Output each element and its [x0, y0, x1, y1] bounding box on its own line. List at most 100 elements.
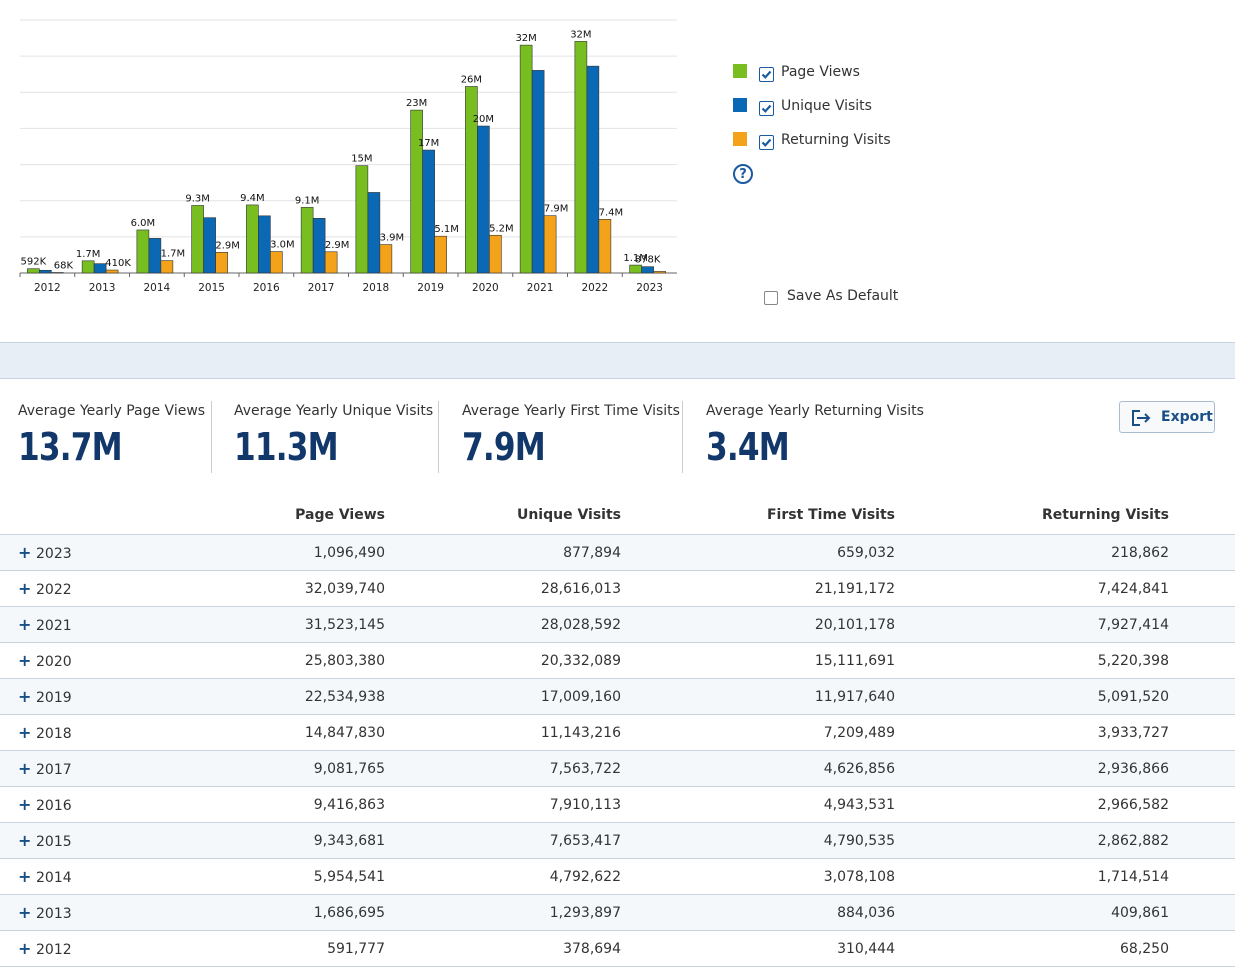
bar-unique-visits — [258, 215, 271, 274]
data-label: 9.3M — [185, 193, 210, 204]
x-tick-label: 2017 — [308, 282, 335, 294]
expand-plus-icon[interactable]: + — [18, 759, 32, 778]
x-tick-label: 2016 — [253, 282, 280, 294]
table-row[interactable]: +2020 25,803,380 20,332,089 15,111,691 5,220… — [0, 642, 1235, 679]
spacer-cell — [1169, 822, 1235, 859]
table-row[interactable]: +2017 9,081,765 7,563,722 4,626,856 2,936,86… — [0, 750, 1235, 787]
table-row[interactable]: +2022 32,039,740 28,616,013 21,191,172 7,424… — [0, 570, 1235, 607]
table-row[interactable]: +2016 9,416,863 7,910,113 4,943,531 2,966,58… — [0, 786, 1235, 823]
export-button[interactable]: Export — [1119, 401, 1215, 433]
table-row[interactable]: +2019 22,534,938 17,009,160 11,917,640 5,091… — [0, 678, 1235, 715]
year-cell[interactable]: +2022 — [0, 570, 205, 607]
unique-visits-cell: 877,894 — [385, 534, 621, 571]
table-row[interactable]: +2023 1,096,490 877,894 659,032 218,862 — [0, 534, 1235, 571]
bar-returning-visits — [379, 244, 393, 274]
bar-returning-visits — [598, 219, 612, 274]
x-tick-label: 2020 — [472, 282, 499, 294]
bar-unique-visits — [203, 217, 216, 274]
year-cell[interactable]: +2016 — [0, 786, 205, 823]
year-cell[interactable]: +2023 — [0, 534, 205, 571]
expand-plus-icon[interactable]: + — [18, 543, 32, 562]
year-label: 2015 — [36, 834, 72, 850]
header-unique-visits[interactable]: Unique Visits — [385, 496, 621, 535]
page-views-checkbox[interactable] — [759, 67, 774, 82]
help-icon[interactable]: ? — [733, 164, 753, 184]
bar-returning-visits — [105, 269, 119, 274]
page-views-cell: 9,343,681 — [205, 822, 385, 859]
table-row[interactable]: +2012 591,777 378,694 310,444 68,250 — [0, 930, 1235, 967]
returning-visits-cell: 218,862 — [895, 534, 1169, 571]
unique-visits-cell: 28,028,592 — [385, 606, 621, 643]
year-label: 2016 — [36, 798, 72, 814]
returning-visits-cell: 5,220,398 — [895, 642, 1169, 679]
year-cell[interactable]: +2012 — [0, 930, 205, 967]
first-time-visits-cell: 15,111,691 — [621, 642, 895, 679]
header-page-views[interactable]: Page Views — [205, 496, 385, 535]
year-cell[interactable]: +2020 — [0, 642, 205, 679]
data-label: 3.9M — [380, 233, 405, 244]
first-time-visits-cell: 7,209,489 — [621, 714, 895, 751]
save-default-checkbox[interactable] — [764, 291, 778, 305]
table-row[interactable]: +2013 1,686,695 1,293,897 884,036 409,861 — [0, 894, 1235, 931]
expand-plus-icon[interactable]: + — [18, 579, 32, 598]
stat-value: 3.4M — [706, 425, 790, 469]
stat-returning-visits: Average Yearly Returning Visits 3.4M — [706, 403, 924, 469]
data-label: 9.1M — [295, 195, 320, 206]
table-header-row: Page Views Unique Visits First Time Visi… — [0, 496, 1235, 535]
x-tick-label: 2019 — [417, 282, 444, 294]
legend-swatch-returning-visits — [733, 132, 747, 146]
stat-divider — [438, 401, 439, 473]
year-cell[interactable]: +2013 — [0, 894, 205, 931]
year-label: 2019 — [36, 690, 72, 706]
table-row[interactable]: +2018 14,847,830 11,143,216 7,209,489 3,933,… — [0, 714, 1235, 751]
returning-visits-checkbox[interactable] — [759, 135, 774, 150]
expand-plus-icon[interactable]: + — [18, 615, 32, 634]
data-label: 26M — [461, 74, 482, 85]
unique-visits-checkbox[interactable] — [759, 101, 774, 116]
expand-plus-icon[interactable]: + — [18, 903, 32, 922]
page-views-cell: 591,777 — [205, 930, 385, 967]
x-tick-label: 2013 — [89, 282, 116, 294]
section-band — [0, 342, 1235, 379]
header-first-time-visits[interactable]: First Time Visits — [621, 496, 895, 535]
expand-plus-icon[interactable]: + — [18, 867, 32, 886]
year-cell[interactable]: +2014 — [0, 858, 205, 895]
unique-visits-cell: 17,009,160 — [385, 678, 621, 715]
year-cell[interactable]: +2018 — [0, 714, 205, 751]
returning-visits-cell: 3,933,727 — [895, 714, 1169, 751]
bar-returning-visits — [215, 252, 228, 274]
legend-label-page-views: Page Views — [781, 64, 860, 80]
first-time-visits-cell: 11,917,640 — [621, 678, 895, 715]
bar-returning-visits — [160, 260, 174, 274]
table-row[interactable]: +2021 31,523,145 28,028,592 20,101,178 7,927… — [0, 606, 1235, 643]
year-cell[interactable]: +2017 — [0, 750, 205, 787]
expand-plus-icon[interactable]: + — [18, 723, 32, 742]
bar-chart: 592K 68K 2012 1.7M 410K 2013 6.0M 1.7M 2014 9.3M 2… — [19, 19, 677, 294]
bar-unique-visits — [39, 269, 52, 274]
expand-plus-icon[interactable]: + — [18, 687, 32, 706]
first-time-visits-cell: 659,032 — [621, 534, 895, 571]
bar-unique-visits — [367, 192, 381, 274]
year-cell[interactable]: +2021 — [0, 606, 205, 643]
spacer-cell — [1169, 678, 1235, 715]
bar-unique-visits — [531, 70, 545, 274]
first-time-visits-cell: 21,191,172 — [621, 570, 895, 607]
bar-returning-visits — [653, 271, 666, 274]
year-cell[interactable]: +2019 — [0, 678, 205, 715]
year-cell[interactable]: +2015 — [0, 822, 205, 859]
data-label: 1.7M — [161, 249, 186, 260]
table-row[interactable]: +2014 5,954,541 4,792,622 3,078,108 1,714,51… — [0, 858, 1235, 895]
page-views-cell: 14,847,830 — [205, 714, 385, 751]
expand-plus-icon[interactable]: + — [18, 651, 32, 670]
bar-unique-visits — [586, 65, 600, 274]
header-returning-visits[interactable]: Returning Visits — [895, 496, 1169, 535]
expand-plus-icon[interactable]: + — [18, 831, 32, 850]
bar-unique-visits — [312, 218, 326, 274]
expand-plus-icon[interactable]: + — [18, 939, 32, 958]
expand-plus-icon[interactable]: + — [18, 795, 32, 814]
export-label: Export — [1161, 409, 1213, 425]
header-spacer — [1169, 496, 1235, 535]
x-tick-label: 2018 — [363, 282, 390, 294]
table-row[interactable]: +2015 9,343,681 7,653,417 4,790,535 2,862,88… — [0, 822, 1235, 859]
returning-visits-cell: 68,250 — [895, 930, 1169, 967]
